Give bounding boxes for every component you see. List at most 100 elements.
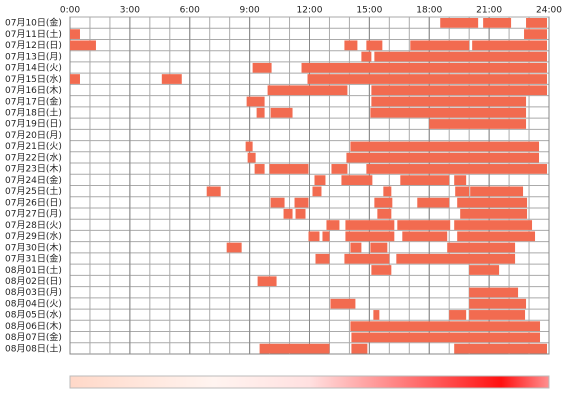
activity-interval xyxy=(350,141,540,152)
activity-interval xyxy=(361,51,372,62)
x-tick-label: 9:00 xyxy=(240,6,260,16)
x-tick-label: 3:00 xyxy=(120,6,140,16)
row-label: 07月17日(金) xyxy=(5,95,62,107)
row-label: 07月21日(火) xyxy=(5,141,62,152)
activity-interval xyxy=(374,197,393,208)
row-label: 08月03日(月) xyxy=(5,287,62,298)
row-label: 07月24日(金) xyxy=(5,174,62,186)
activity-interval xyxy=(469,265,500,275)
x-tick-label: 0:00 xyxy=(60,6,80,16)
activity-interval xyxy=(457,197,528,208)
activity-interval xyxy=(526,18,548,28)
x-tick-label: 12:00 xyxy=(297,6,323,16)
activity-interval xyxy=(259,343,330,354)
x-tick-label: 18:00 xyxy=(416,6,442,16)
row-label: 07月10日(金) xyxy=(5,17,62,29)
activity-interval xyxy=(454,343,548,354)
activity-gradient-bar xyxy=(69,375,550,389)
activity-interval xyxy=(410,40,470,51)
activity-interval xyxy=(440,18,479,28)
activity-interval xyxy=(457,231,536,242)
activity-interval xyxy=(345,231,395,242)
row-label: 07月13日(月) xyxy=(5,51,62,62)
activity-interval xyxy=(267,85,348,96)
activity-interval xyxy=(397,220,451,230)
x-tick-label: 21:00 xyxy=(476,6,502,16)
activity-interval xyxy=(371,85,548,96)
activity-interval xyxy=(294,197,309,208)
row-label: 07月18日(土) xyxy=(5,106,62,118)
activity-interval xyxy=(370,242,388,253)
activity-interval xyxy=(469,310,526,320)
activity-interval xyxy=(460,208,528,219)
row-label: 07月23日(木) xyxy=(5,163,62,175)
activity-interval xyxy=(469,298,527,309)
activity-interval xyxy=(301,62,548,73)
activity-interval xyxy=(350,321,541,332)
activity-interval xyxy=(270,107,293,118)
row-label: 07月31日(金) xyxy=(5,253,62,265)
activity-interval xyxy=(315,253,330,264)
activity-interval xyxy=(370,107,527,118)
activity-interval xyxy=(366,164,548,174)
activity-interval xyxy=(396,253,516,264)
activity-interval xyxy=(256,107,265,118)
row-label: 08月05日(水) xyxy=(5,309,62,321)
row-label: 08月08日(土) xyxy=(5,342,62,354)
activity-interval xyxy=(383,186,392,197)
row-label: 07月30日(木) xyxy=(5,241,62,253)
activity-interval xyxy=(454,220,533,230)
activity-interval xyxy=(70,40,96,51)
activity-interval xyxy=(400,175,450,185)
row-label: 08月07日(金) xyxy=(5,331,62,343)
activity-interval xyxy=(257,276,277,287)
activity-interval xyxy=(429,119,527,129)
activity-interval xyxy=(314,175,326,185)
activity-interval xyxy=(524,29,548,39)
activity-interval xyxy=(270,197,285,208)
row-label: 07月27日(月) xyxy=(5,209,62,220)
row-label: 07月15日(水) xyxy=(5,73,62,85)
row-label: 07月19日(日) xyxy=(5,119,62,130)
activity-interval xyxy=(470,186,524,197)
activity-interval xyxy=(371,96,527,107)
row-label: 08月02日(日) xyxy=(5,276,62,287)
activity-interval xyxy=(371,265,392,275)
activity-interval xyxy=(308,231,320,242)
activity-interval xyxy=(454,175,467,185)
activity-interval xyxy=(252,62,272,73)
row-label: 07月29日(水) xyxy=(5,230,62,242)
row-label: 07月22日(水) xyxy=(5,151,62,163)
row-label: 08月01日(土) xyxy=(5,264,62,276)
activity-interval xyxy=(366,40,383,51)
activity-interval xyxy=(331,164,348,174)
activity-interval xyxy=(312,186,322,197)
activity-interval xyxy=(245,141,253,152)
activity-interval xyxy=(346,152,540,163)
activity-interval xyxy=(455,186,470,197)
activity-interval xyxy=(269,164,309,174)
row-label: 07月12日(日) xyxy=(5,40,62,51)
activity-interval xyxy=(447,242,516,253)
activity-interval xyxy=(373,310,380,320)
row-label: 08月06日(木) xyxy=(5,320,62,332)
activity-interval xyxy=(226,242,242,253)
activity-interval xyxy=(345,220,395,230)
activity-interval xyxy=(70,29,80,39)
activity-interval xyxy=(351,343,368,354)
activity-interval xyxy=(417,197,450,208)
row-label: 07月26日(日) xyxy=(5,197,62,208)
activity-interval xyxy=(330,298,356,309)
activity-interval xyxy=(307,74,548,84)
activity-interval xyxy=(246,96,265,107)
activity-interval xyxy=(206,186,221,197)
activity-interval xyxy=(254,164,265,174)
activity-interval xyxy=(161,74,182,84)
activity-interval xyxy=(326,220,340,230)
activity-interval xyxy=(449,310,467,320)
row-label: 07月16日(木) xyxy=(5,84,62,96)
x-tick-label: 6:00 xyxy=(180,6,200,16)
activity-interval xyxy=(344,40,358,51)
row-label: 07月14日(火) xyxy=(5,63,62,74)
activity-interval xyxy=(472,40,548,51)
